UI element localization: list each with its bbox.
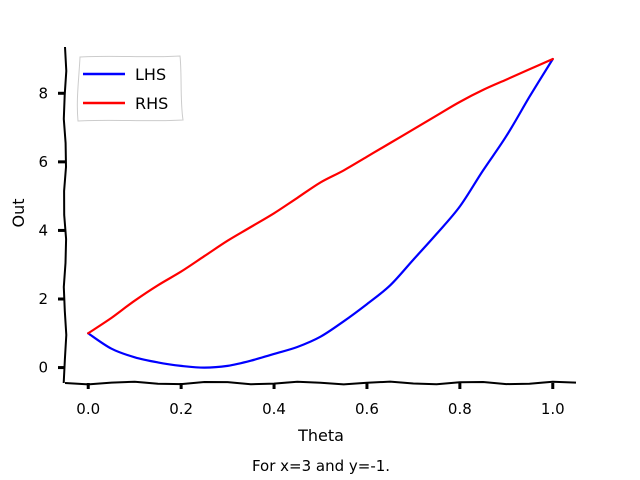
legend-label-rhs: RHS xyxy=(135,94,168,113)
chart-caption: For x=3 and y=-1. xyxy=(252,457,390,475)
y-tick-label: 2 xyxy=(38,290,48,308)
y-axis-label: Out xyxy=(9,198,28,227)
y-tick-label: 8 xyxy=(38,84,48,102)
series-line-rhs xyxy=(87,57,554,335)
x-axis-spine xyxy=(64,380,577,386)
series-line-lhs xyxy=(87,57,554,369)
legend: LHS RHS xyxy=(76,55,184,122)
y-tick-label: 0 xyxy=(38,359,48,377)
legend-frame xyxy=(76,55,184,122)
x-tick-label: 0.4 xyxy=(262,400,286,418)
legend-label-lhs: LHS xyxy=(135,65,166,84)
series-lines xyxy=(87,57,554,369)
x-tick-label: 1.0 xyxy=(541,400,565,418)
x-tick-label: 0.8 xyxy=(448,400,472,418)
ticks: 0.0 0.2 0.4 0.6 0.8 1.0 0 2 4 6 8 xyxy=(38,84,564,418)
x-tick-label: 0.6 xyxy=(355,400,379,418)
axes xyxy=(62,46,577,386)
y-tick-label: 4 xyxy=(38,221,48,239)
x-axis-label: Theta xyxy=(297,426,344,445)
x-tick-label: 0.0 xyxy=(76,400,100,418)
y-tick-label: 6 xyxy=(38,153,48,171)
y-axis-spine xyxy=(62,46,68,384)
x-tick-label: 0.2 xyxy=(169,400,193,418)
